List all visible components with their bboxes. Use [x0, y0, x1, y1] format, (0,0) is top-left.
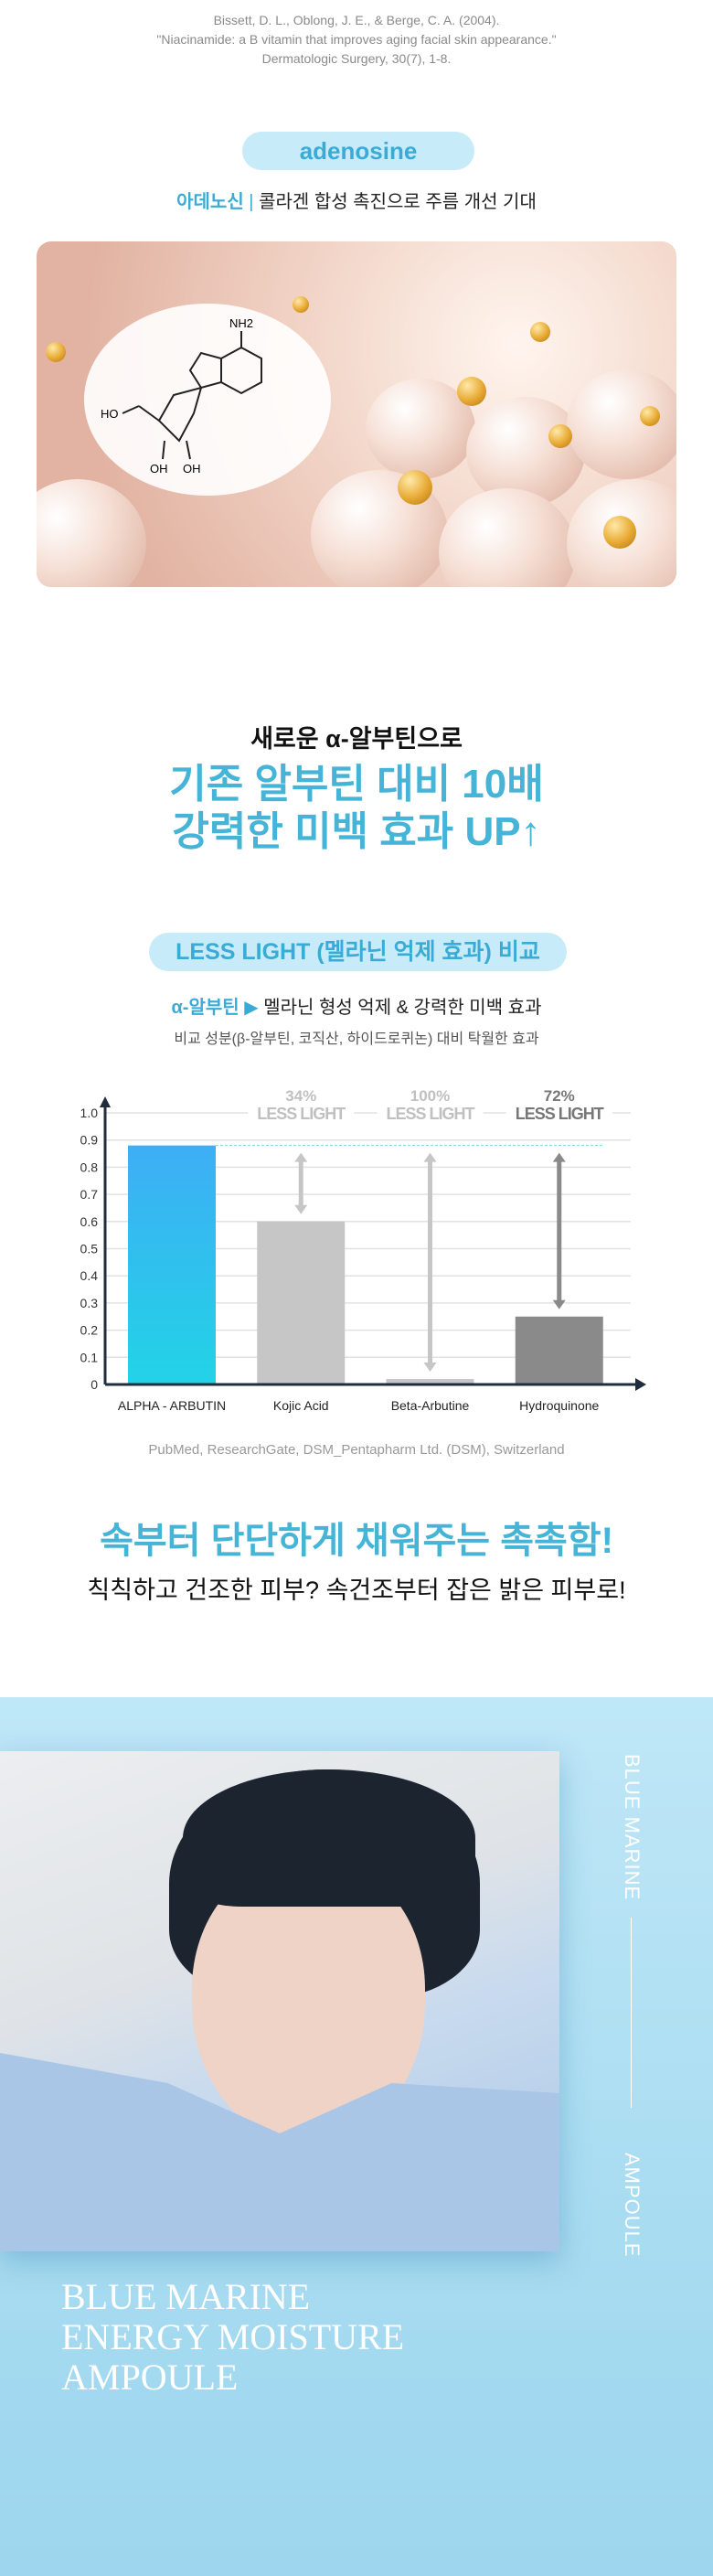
bar-0 [128, 1145, 216, 1384]
nh2-label: NH2 [229, 316, 253, 330]
annotation-percent: 34% [285, 1087, 316, 1105]
arbutin-name: α-알부틴 [171, 998, 239, 1018]
annotation-bg [248, 1088, 355, 1119]
arbutin-headline: 기존 알부틴 대비 10배 강력한 미백 효과 UP↑ [0, 761, 713, 856]
moisture-headline: 속부터 단단하게 채워주는 촉촉함! [100, 1521, 613, 1561]
adenosine-molecule: NH2 HO OH OH [84, 304, 331, 496]
annotation-bg [505, 1088, 612, 1119]
title-line: BLUE MARINE [61, 2276, 311, 2317]
chart-source: PubMed, ResearchGate, DSM_Pentapharm Ltd… [148, 1442, 565, 1458]
x-axis-arrow [635, 1378, 646, 1391]
separator: | [249, 192, 254, 212]
less-light-chart: 0 0.1 0.2 0.3 0.4 0.5 0.6 0.7 0.8 0.9 1.0 ALPHA - A… [80, 1087, 646, 1413]
play-arrow-icon: ▶ [244, 998, 259, 1018]
arrow-head-up [423, 1152, 437, 1162]
y-tick-label: 0.5 [80, 1242, 99, 1256]
vertical-brand-text: BLUE MARINE [621, 1754, 644, 1901]
annotation-label: LESS LIGHT [257, 1105, 346, 1123]
x-tick-label: Beta-Arbutine [391, 1398, 470, 1413]
model-photo [0, 1751, 559, 2251]
arbutin-desc2: 비교 성분(β-알부틴, 코직산, 하이드로퀴논) 대비 탁월한 효과 [174, 1031, 539, 1047]
adenosine-name: 아데노신 [176, 192, 244, 212]
annotation-bg [377, 1088, 484, 1119]
y-axis-arrow [100, 1096, 111, 1107]
product-title: BLUE MARINE ENERGY MOISTURE AMPOULE [61, 2277, 404, 2398]
adenosine-desc: 콜라겐 합성 촉진으로 주름 개선 기대 [259, 192, 537, 212]
arrow-head-up [294, 1152, 308, 1162]
y-tick-label: 0.1 [80, 1350, 99, 1364]
y-tick-label: 0.6 [80, 1214, 99, 1229]
arrow-head-down [294, 1204, 308, 1214]
annotation-percent: 72% [544, 1087, 575, 1105]
citation-line: Dermatologic Surgery, 30(7), 1-8. [261, 51, 452, 66]
oh-label: OH [150, 462, 168, 476]
arbutin-lead: 새로운 α-알부틴으로 [250, 725, 463, 753]
y-tick-label: 0.3 [80, 1296, 99, 1310]
y-tick-label: 0.8 [80, 1160, 99, 1174]
y-tick-label: 0 [90, 1377, 98, 1392]
bar-1 [257, 1221, 346, 1384]
vertical-divider [631, 1918, 632, 2108]
citation: Bissett, D. L., Oblong, J. E., & Berge, … [0, 11, 713, 69]
arrow-head-down [423, 1363, 437, 1373]
x-tick-label: Kojic Acid [273, 1398, 329, 1413]
adenosine-pill: adenosine [242, 132, 474, 170]
y-tick-label: 0.7 [80, 1187, 99, 1202]
adenosine-image: NH2 HO OH OH [37, 241, 676, 587]
y-tick-label: 0.9 [80, 1133, 99, 1148]
arbutin-desc: 멜라닌 형성 억제 & 강력한 미백 효과 [263, 998, 542, 1018]
oh-label: OH [183, 462, 201, 476]
arrow-head-up [552, 1152, 566, 1162]
moisture-subtitle: 칙칙하고 건조한 피부? 속건조부터 잡은 밝은 피부로! [87, 1577, 626, 1604]
title-line: ENERGY MOISTURE [61, 2316, 405, 2357]
y-tick-label: 0.2 [80, 1323, 99, 1338]
adenosine-subtitle: 아데노신 | 콜라겐 합성 촉진으로 주름 개선 기대 [0, 187, 713, 213]
arbutin-subtitle: α-알부틴 ▶ 멜라닌 형성 억제 & 강력한 미백 효과 [0, 992, 713, 1019]
y-tick-label: 0.4 [80, 1268, 99, 1283]
x-tick-label: ALPHA - ARBUTIN [118, 1398, 226, 1413]
less-light-pill: LESS LIGHT (멜라닌 억제 효과) 비교 [149, 933, 567, 971]
bar-2 [386, 1379, 474, 1384]
headline-line: 강력한 미백 효과 UP↑ [172, 809, 541, 854]
headline-line: 기존 알부틴 대비 10배 [169, 762, 544, 807]
arrow-head-down [552, 1299, 566, 1309]
bar-3 [515, 1316, 603, 1384]
x-tick-label: Hydroquinone [519, 1398, 599, 1413]
vertical-product-text: AMPOULE [621, 2153, 644, 2258]
citation-line: "Niacinamide: a B vitamin that improves … [156, 32, 557, 47]
annotation-percent: 100% [410, 1087, 450, 1105]
ho-label: HO [101, 407, 119, 421]
title-line: AMPOULE [61, 2357, 239, 2398]
y-tick-label: 1.0 [80, 1106, 99, 1120]
annotation-label: LESS LIGHT [516, 1105, 604, 1123]
annotation-label: LESS LIGHT [386, 1105, 474, 1123]
citation-line: Bissett, D. L., Oblong, J. E., & Berge, … [213, 13, 500, 27]
